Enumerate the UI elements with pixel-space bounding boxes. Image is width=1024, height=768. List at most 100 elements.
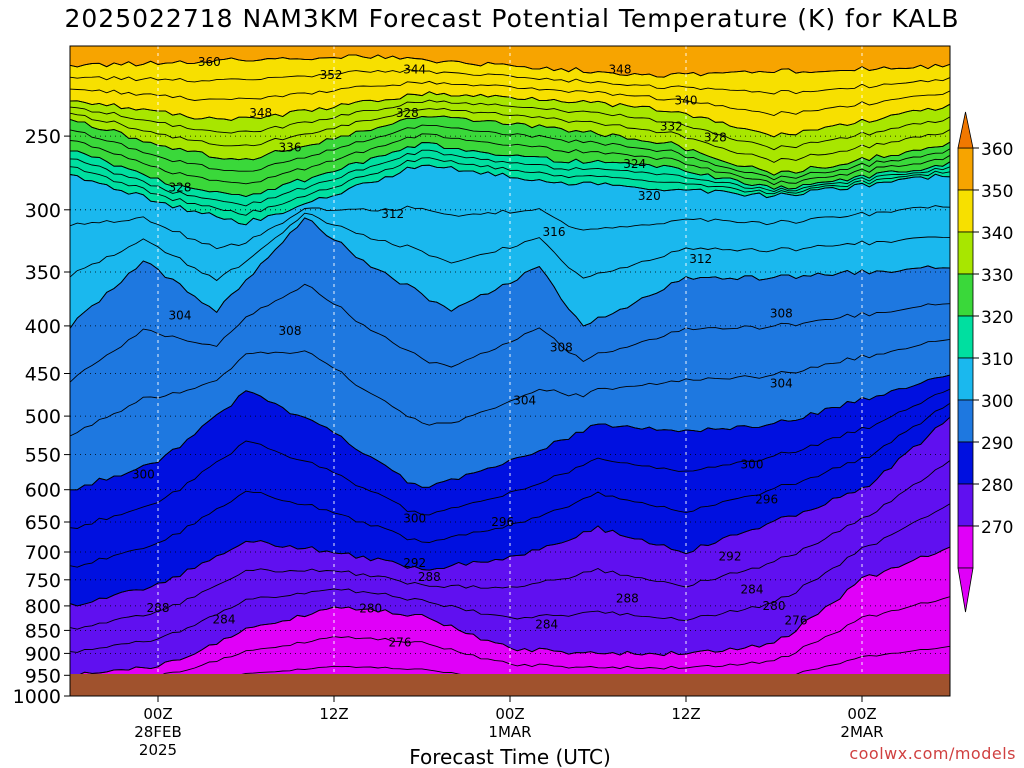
x-tick-sublabel: 2MAR — [840, 723, 883, 741]
contour-line — [70, 157, 950, 216]
contour-label: 328 — [704, 131, 727, 145]
contour-label: 280 — [359, 601, 382, 615]
colorbar-label: 310 — [981, 350, 1013, 370]
colorbar-label: 300 — [981, 392, 1013, 412]
contour-label: 328 — [396, 106, 419, 120]
colorbar-band — [957, 525, 974, 569]
ground-strip — [70, 674, 950, 696]
y-tick-label: 350 — [25, 262, 61, 284]
contour-label: 304 — [169, 309, 192, 323]
contour-label: 284 — [535, 618, 558, 632]
y-tick-label: 650 — [25, 512, 61, 534]
x-axis-label: Forecast Time (UTC) — [409, 745, 611, 768]
x-tick-sublabel: 28FEB — [134, 723, 181, 741]
site-credit: coolwx.com/models — [849, 744, 1016, 763]
y-tick-label: 450 — [25, 364, 61, 386]
colorbar-band — [957, 357, 974, 401]
contour-label: 300 — [403, 511, 426, 525]
colorbar-label: 340 — [981, 224, 1013, 244]
contour-label: 304 — [513, 393, 536, 407]
y-tick-label: 750 — [25, 570, 61, 592]
colorbar-label: 290 — [981, 434, 1013, 454]
colorbar-band — [957, 399, 974, 443]
contour-label: 280 — [763, 599, 786, 613]
contour-line — [70, 217, 950, 329]
contour-line — [70, 212, 950, 282]
contour-label: 308 — [279, 324, 302, 338]
x-tick-label: 00Z — [143, 705, 172, 723]
color-fill-layer — [70, 46, 950, 696]
contour-label: 276 — [389, 636, 412, 650]
y-tick-label: 250 — [25, 126, 61, 148]
contour-line — [70, 164, 950, 226]
contour-label: 288 — [616, 592, 639, 606]
contour-line — [70, 99, 950, 151]
contour-label: 348 — [249, 106, 272, 120]
contour-line — [70, 388, 950, 529]
contour-label: 348 — [609, 63, 632, 77]
contour-line — [70, 108, 950, 163]
y-tick-label: 400 — [25, 316, 61, 338]
colorbar-band — [957, 273, 974, 317]
colorbar-band — [957, 189, 974, 233]
contour-line — [70, 205, 950, 250]
contour-label: 304 — [770, 376, 793, 390]
colorbar-band — [957, 483, 974, 527]
contour-label-layer: 360 352 344 348 348 340 328 332 328 336 324 328 320 3… — [132, 55, 808, 650]
contour-line — [70, 338, 950, 437]
contour-label: 312 — [689, 252, 712, 266]
contour-label: 332 — [660, 119, 683, 133]
colorbar-band — [957, 231, 974, 275]
contour-line — [70, 149, 950, 207]
contour-label: 336 — [279, 140, 302, 154]
contour-label: 308 — [770, 307, 793, 321]
y-tick-label: 850 — [25, 620, 61, 642]
colorbar-label: 360 — [981, 140, 1013, 160]
y-tick-label: 550 — [25, 445, 61, 467]
contour-label: 284 — [741, 582, 764, 596]
contour-label: 296 — [491, 515, 514, 529]
colorbar-label: 280 — [981, 476, 1013, 496]
y-tick-label: 500 — [25, 406, 61, 428]
colorbar-band — [957, 147, 974, 191]
contour-label: 324 — [623, 157, 646, 171]
y-tick-label: 1000 — [13, 686, 61, 708]
contour-line — [70, 142, 950, 197]
contour-label: 360 — [198, 55, 221, 69]
y-tick-label: 700 — [25, 542, 61, 564]
y-tick-label: 900 — [25, 643, 61, 665]
contour-label: 344 — [403, 63, 426, 77]
y-tick-label: 600 — [25, 480, 61, 502]
contour-label: 308 — [550, 341, 573, 355]
y-tick-label: 300 — [25, 200, 61, 222]
x-tick-label: 00Z — [495, 705, 524, 723]
x-tick-sublabel: 1MAR — [488, 723, 531, 741]
ground-layer — [70, 674, 950, 696]
colorbar-label: 350 — [981, 182, 1013, 202]
x-tick-label: 12Z — [671, 705, 700, 723]
contour-line — [70, 54, 950, 78]
contour-label: 352 — [320, 68, 343, 82]
contour-label: 312 — [381, 207, 404, 221]
colorbar-label: 320 — [981, 308, 1013, 328]
colorbar-band — [957, 315, 974, 359]
contour-label: 288 — [418, 570, 441, 584]
contour-label: 296 — [755, 493, 778, 507]
y-axis: 2503003504004505005506006507007508008509… — [13, 126, 70, 708]
contour-label: 316 — [543, 225, 566, 239]
colorbar-band — [957, 441, 974, 485]
contour-line — [70, 80, 950, 116]
contour-label: 292 — [403, 556, 426, 570]
contour-label: 320 — [638, 189, 661, 203]
y-tick-label: 800 — [25, 596, 61, 618]
y-tick-label: 950 — [25, 665, 61, 687]
x-tick-label: 00Z — [847, 705, 876, 723]
contour-line — [70, 503, 950, 653]
x-tick-label: 12Z — [319, 705, 348, 723]
colorbar-label: 330 — [981, 266, 1013, 286]
contour-label: 340 — [675, 94, 698, 108]
colorbar-bottom-cap — [957, 567, 974, 613]
x-tick-sublabel: 2025 — [139, 741, 177, 759]
